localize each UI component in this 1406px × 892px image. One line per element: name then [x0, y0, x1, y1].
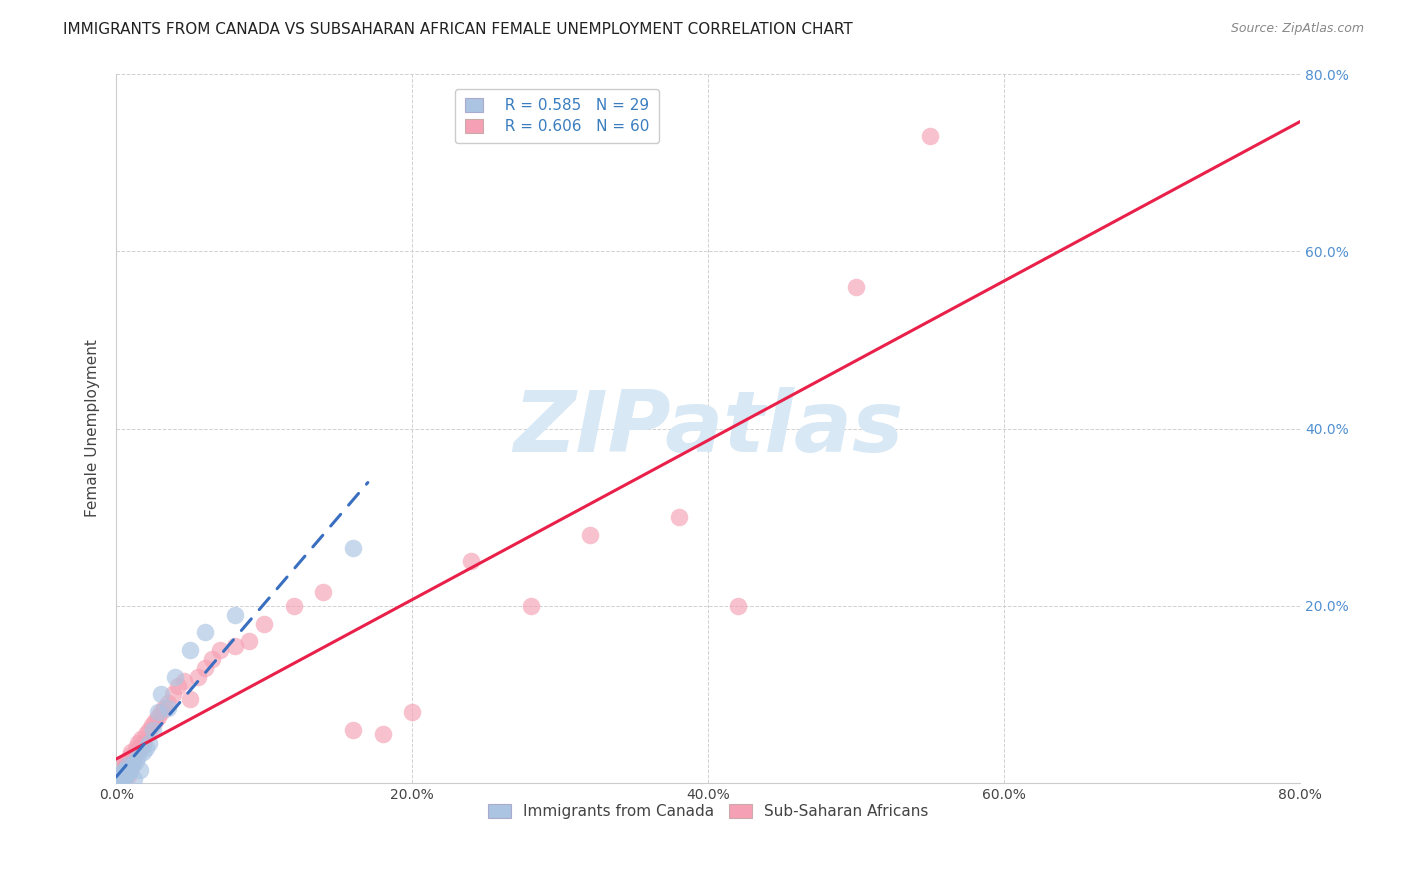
- Point: [187, 670, 209, 684]
- Point: [194, 625, 217, 640]
- Point: [110, 767, 132, 781]
- Point: [127, 736, 149, 750]
- Point: [157, 700, 180, 714]
- Point: [167, 679, 190, 693]
- Point: [114, 756, 136, 771]
- Point: [115, 767, 138, 781]
- Point: [157, 696, 180, 710]
- Point: [146, 705, 169, 719]
- Point: [401, 705, 423, 719]
- Point: [120, 745, 142, 759]
- Point: [342, 541, 364, 556]
- Point: [111, 767, 134, 781]
- Point: [135, 727, 157, 741]
- Point: [138, 723, 160, 737]
- Point: [845, 279, 868, 293]
- Point: [112, 772, 135, 786]
- Point: [179, 643, 201, 657]
- Point: [112, 765, 135, 780]
- Point: [131, 731, 153, 746]
- Text: Source: ZipAtlas.com: Source: ZipAtlas.com: [1230, 22, 1364, 36]
- Point: [117, 769, 139, 783]
- Point: [179, 691, 201, 706]
- Point: [371, 727, 394, 741]
- Point: [110, 763, 132, 777]
- Point: [114, 769, 136, 783]
- Point: [149, 687, 172, 701]
- Point: [920, 129, 942, 144]
- Point: [727, 599, 749, 613]
- Point: [283, 599, 305, 613]
- Point: [118, 763, 141, 777]
- Text: ZIPatlas: ZIPatlas: [513, 387, 903, 470]
- Point: [138, 736, 160, 750]
- Point: [115, 760, 138, 774]
- Point: [111, 770, 134, 784]
- Point: [208, 643, 231, 657]
- Point: [460, 554, 482, 568]
- Point: [117, 754, 139, 768]
- Point: [519, 599, 541, 613]
- Point: [146, 709, 169, 723]
- Y-axis label: Female Unemployment: Female Unemployment: [86, 340, 100, 517]
- Point: [121, 756, 143, 771]
- Point: [117, 758, 139, 772]
- Point: [124, 754, 146, 768]
- Point: [165, 670, 187, 684]
- Point: [142, 723, 165, 737]
- Point: [108, 769, 131, 783]
- Point: [173, 674, 195, 689]
- Legend: Immigrants from Canada, Sub-Saharan Africans: Immigrants from Canada, Sub-Saharan Afri…: [481, 797, 935, 825]
- Point: [578, 528, 600, 542]
- Point: [122, 772, 145, 786]
- Point: [124, 740, 146, 755]
- Point: [110, 770, 132, 784]
- Point: [194, 661, 217, 675]
- Point: [117, 765, 139, 780]
- Point: [312, 585, 335, 599]
- Point: [120, 758, 142, 772]
- Point: [129, 763, 152, 777]
- Point: [112, 758, 135, 772]
- Point: [112, 763, 135, 777]
- Point: [111, 760, 134, 774]
- Point: [135, 740, 157, 755]
- Point: [107, 772, 129, 786]
- Point: [121, 754, 143, 768]
- Point: [253, 616, 276, 631]
- Point: [224, 607, 246, 622]
- Point: [149, 705, 172, 719]
- Point: [114, 763, 136, 777]
- Point: [125, 745, 148, 759]
- Point: [668, 510, 690, 524]
- Point: [342, 723, 364, 737]
- Point: [118, 763, 141, 777]
- Point: [120, 760, 142, 774]
- Point: [224, 639, 246, 653]
- Point: [152, 700, 174, 714]
- Point: [118, 749, 141, 764]
- Point: [127, 749, 149, 764]
- Point: [129, 740, 152, 755]
- Point: [141, 718, 163, 732]
- Point: [201, 652, 224, 666]
- Point: [132, 736, 155, 750]
- Point: [143, 714, 166, 728]
- Point: [108, 765, 131, 780]
- Point: [115, 767, 138, 781]
- Point: [107, 772, 129, 786]
- Point: [122, 749, 145, 764]
- Point: [162, 687, 184, 701]
- Point: [112, 765, 135, 780]
- Point: [132, 745, 155, 759]
- Text: IMMIGRANTS FROM CANADA VS SUBSAHARAN AFRICAN FEMALE UNEMPLOYMENT CORRELATION CHA: IMMIGRANTS FROM CANADA VS SUBSAHARAN AFR…: [63, 22, 853, 37]
- Point: [108, 769, 131, 783]
- Point: [107, 767, 129, 781]
- Point: [238, 634, 260, 648]
